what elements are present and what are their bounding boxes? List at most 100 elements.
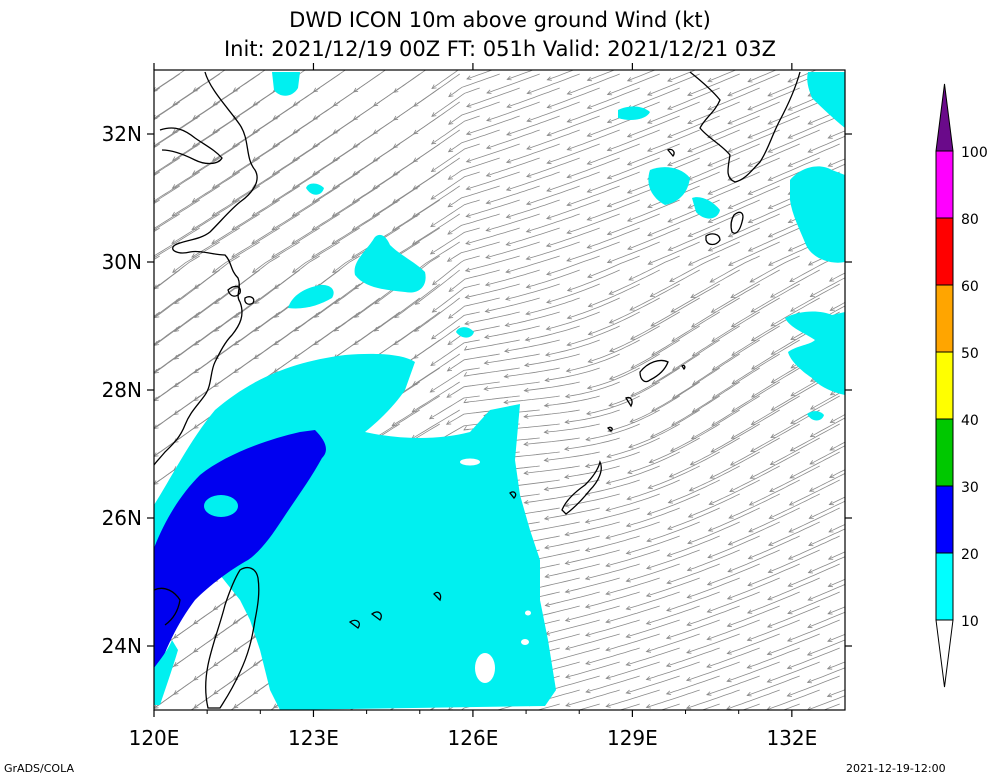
streamline	[505, 283, 560, 300]
streamline	[232, 143, 280, 175]
streamline	[708, 507, 760, 532]
streamline-arrow	[667, 719, 671, 723]
streamline	[466, 143, 520, 163]
streamline	[154, 101, 180, 120]
streamline	[391, 227, 440, 259]
streamline	[847, 718, 899, 738]
streamline-arrow	[608, 290, 614, 295]
streamline	[708, 171, 760, 195]
streamline	[484, 381, 540, 390]
streamline-arrow	[525, 284, 531, 289]
streamline-arrow	[114, 481, 118, 485]
streamline-arrow	[746, 636, 753, 642]
streamline-arrow	[506, 131, 512, 136]
coast-kume	[509, 491, 517, 499]
streamline-arrow	[605, 534, 611, 540]
streamline	[154, 283, 200, 318]
streamline-arrow	[670, 307, 676, 313]
streamline	[192, 143, 240, 175]
streamline	[545, 563, 600, 578]
streamline-arrow	[786, 664, 793, 670]
streamline	[688, 493, 740, 518]
streamline-arrow	[448, 92, 454, 98]
streamline-arrow	[586, 385, 593, 390]
streamline	[686, 633, 740, 654]
shade-blue-hole	[204, 495, 238, 517]
streamline-arrow	[393, 732, 398, 736]
streamline	[689, 465, 740, 492]
streamline	[154, 423, 160, 429]
streamline	[750, 423, 800, 452]
streamline-arrow	[687, 91, 693, 97]
streamline-arrow	[414, 746, 419, 750]
streamline	[748, 507, 800, 533]
streamline-arrow	[544, 377, 550, 383]
streamline	[727, 633, 780, 654]
streamline	[711, 283, 760, 313]
streamline-arrow	[727, 541, 734, 546]
streamline-arrow	[566, 118, 572, 123]
streamline	[545, 339, 600, 356]
coast-taiwan	[205, 567, 260, 709]
streamline-arrow	[829, 306, 835, 311]
streamline-arrow	[687, 232, 693, 237]
streamline	[630, 367, 680, 397]
streamline	[448, 269, 500, 292]
streamline-arrow	[564, 617, 571, 622]
streamline	[630, 311, 680, 340]
streamline	[194, 311, 240, 346]
streamline-arrow	[710, 447, 716, 453]
streamline	[646, 605, 700, 625]
streamline-arrow	[850, 460, 855, 464]
streamline	[687, 157, 740, 181]
streamline	[212, 241, 260, 273]
streamline-arrow	[432, 280, 438, 286]
streamline	[711, 395, 760, 426]
streamline-arrow	[668, 473, 675, 478]
streamline-arrow	[688, 486, 694, 492]
streamline	[687, 521, 740, 544]
streamline	[350, 703, 360, 710]
x-tick-label: 129E	[607, 726, 658, 750]
streamline-arrow	[486, 89, 492, 94]
streamline-arrow	[646, 119, 653, 124]
streamline	[254, 269, 300, 304]
streamline-arrow	[564, 502, 570, 508]
streamline-arrow	[606, 202, 613, 208]
streamline	[660, 703, 680, 710]
streamline	[770, 269, 820, 298]
streamline	[827, 689, 845, 697]
streamline-arrow	[809, 292, 815, 298]
streamline-arrow	[525, 310, 531, 316]
streamline	[850, 438, 900, 463]
streamline	[727, 73, 780, 96]
streamline	[546, 283, 600, 303]
streamline	[609, 325, 660, 352]
streamline-arrow	[587, 302, 593, 308]
x-tick-label: 132E	[766, 726, 817, 750]
streamline	[412, 241, 460, 274]
streamline-arrow	[486, 117, 492, 122]
streamline	[214, 718, 260, 750]
streamline	[506, 115, 560, 136]
streamline	[626, 507, 680, 527]
shade-patch-ne1	[648, 167, 690, 205]
streamline	[374, 718, 420, 750]
streamline-arrow	[546, 131, 552, 137]
streamline	[527, 73, 580, 94]
streamline	[232, 87, 280, 120]
x-tick-label: 120E	[129, 726, 180, 750]
shade-blue-band	[154, 430, 326, 668]
streamline-arrow	[850, 432, 854, 436]
streamline	[790, 423, 840, 452]
streamline-arrow	[770, 293, 776, 298]
streamline	[647, 213, 700, 236]
streamline	[545, 647, 600, 664]
streamline	[526, 157, 580, 177]
streamline-arrow	[413, 717, 417, 721]
streamline-arrow	[464, 320, 470, 326]
streamline	[352, 171, 400, 203]
streamline	[546, 255, 600, 275]
streamline	[731, 409, 780, 439]
streamline	[630, 395, 680, 423]
